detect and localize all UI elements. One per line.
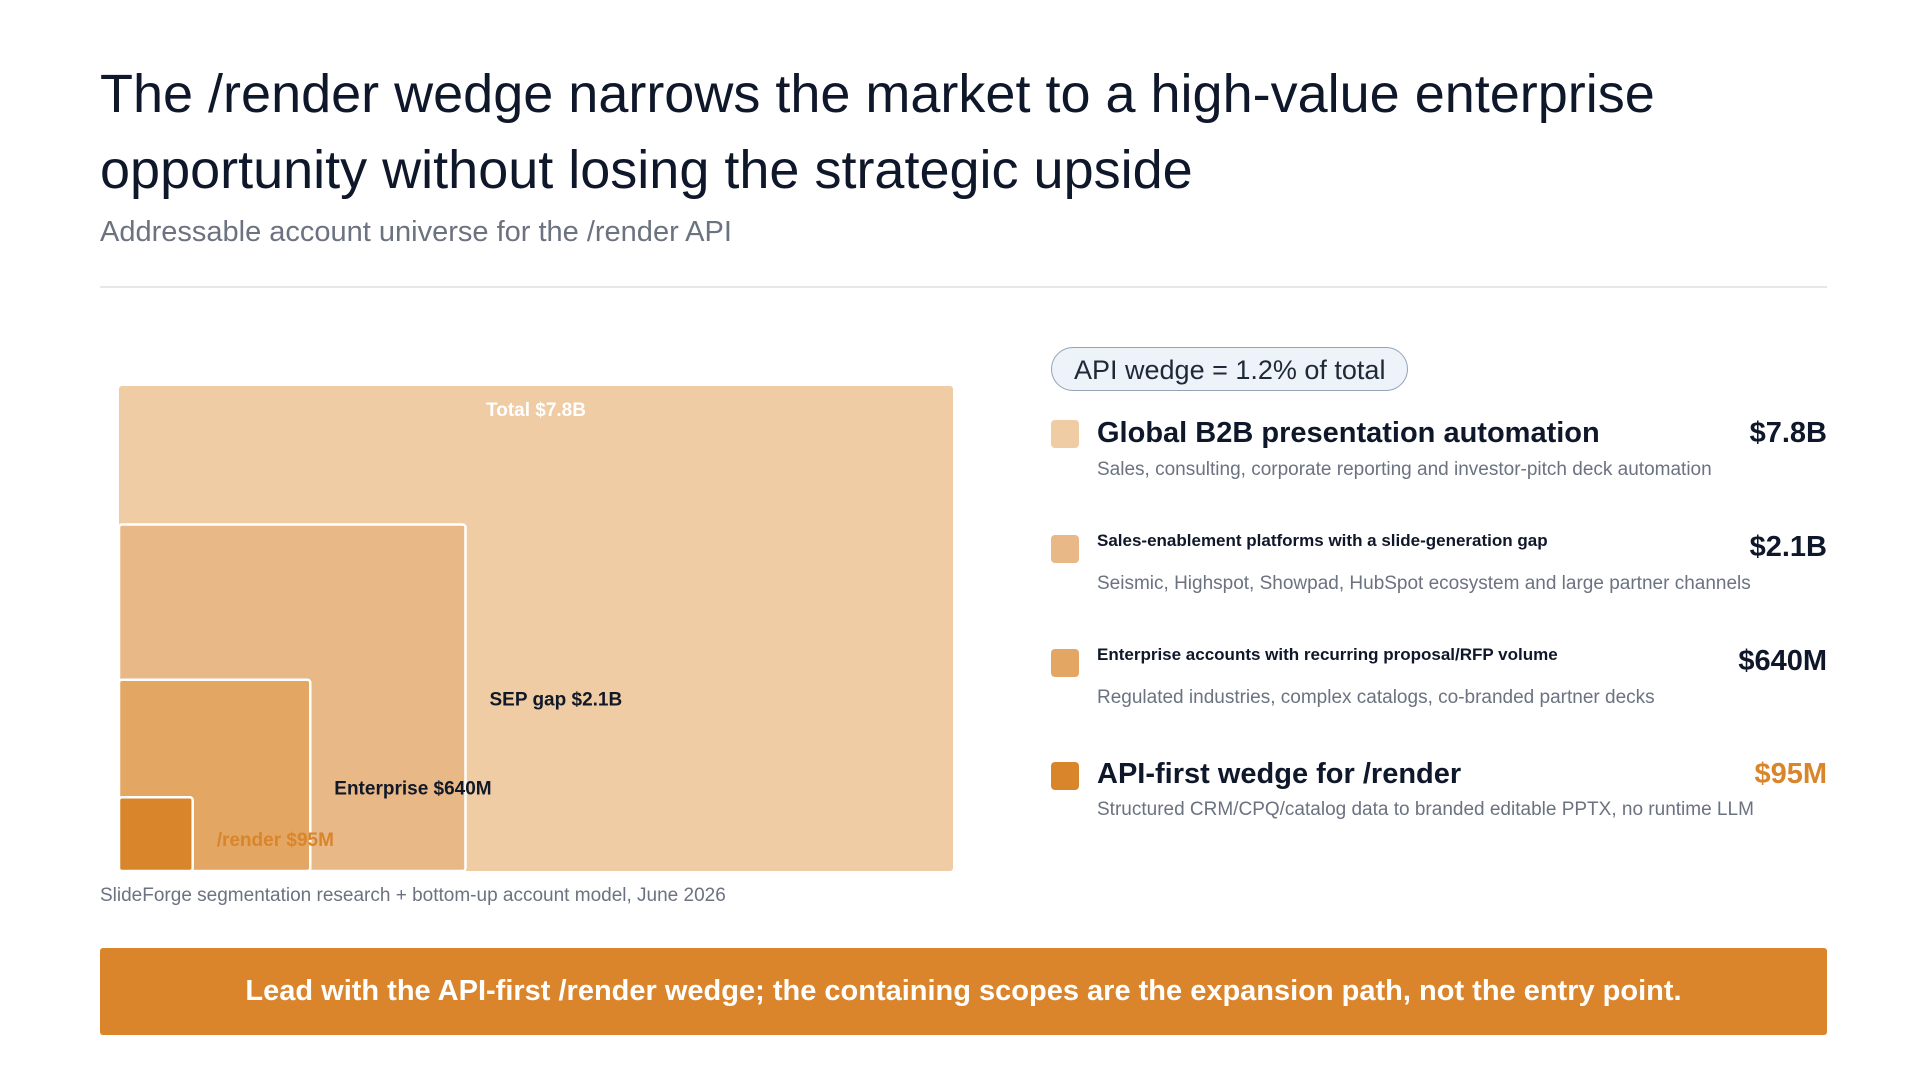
takeaway-banner: Lead with the API-first /render wedge; t…	[100, 948, 1827, 1035]
page-subtitle: Addressable account universe for the /re…	[100, 216, 732, 248]
area-label-enterprise: Enterprise $640M	[334, 778, 491, 799]
area-label-total: Total $7.8B	[486, 400, 586, 421]
title-divider	[100, 286, 1827, 288]
legend-swatch-render	[1051, 762, 1079, 790]
area-sep-gap	[117, 523, 467, 873]
api-wedge-badge: API wedge = 1.2% of total	[1051, 347, 1409, 391]
legend-label-render: API-first wedge for /render	[1097, 758, 1462, 790]
legend-value-sep-gap: $2.1B	[1749, 531, 1827, 563]
area-render	[117, 796, 194, 873]
legend-desc-render: Structured CRM/CPQ/catalog data to brand…	[1097, 799, 1754, 820]
legend-value-total: $7.8B	[1749, 417, 1827, 449]
legend-value-render: $95M	[1754, 758, 1827, 790]
legend-label-sep-gap: Sales-enablement platforms with a slide-…	[1097, 531, 1548, 550]
legend-label-total: Global B2B presentation automation	[1097, 417, 1600, 449]
area-total	[119, 386, 953, 871]
legend-label-enterprise: Enterprise accounts with recurring propo…	[1097, 645, 1558, 664]
area-enterprise	[117, 678, 312, 873]
area-label-render: /render $95M	[217, 830, 334, 851]
legend-desc-sep-gap: Seismic, Highspot, Showpad, HubSpot ecos…	[1097, 573, 1751, 594]
legend-swatch-enterprise	[1051, 649, 1079, 677]
legend-value-enterprise: $640M	[1738, 645, 1827, 677]
legend-desc-total: Sales, consulting, corporate reporting a…	[1097, 459, 1712, 480]
legend-swatch-sep-gap	[1051, 535, 1079, 563]
source-note: SlideForge segmentation research + botto…	[100, 885, 726, 906]
area-label-sep-gap: SEP gap $2.1B	[490, 690, 623, 711]
legend-swatch-total	[1051, 420, 1079, 448]
page-title: The /render wedge narrows the market to …	[100, 64, 1655, 200]
legend-desc-enterprise: Regulated industries, complex catalogs, …	[1097, 687, 1655, 708]
